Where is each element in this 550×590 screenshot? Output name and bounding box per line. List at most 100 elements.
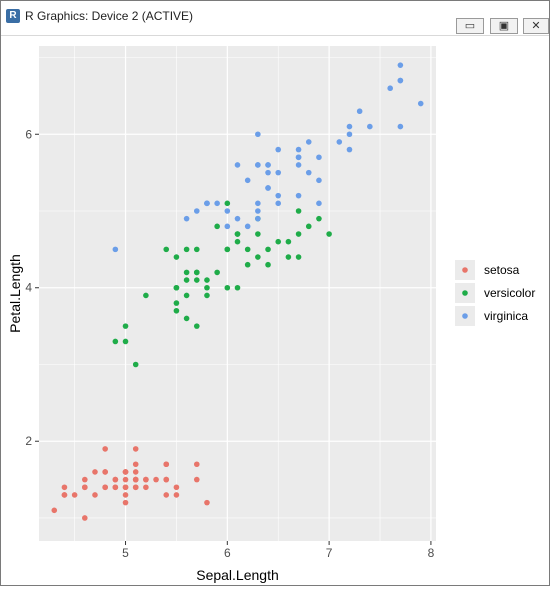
- point-versicolor: [265, 261, 271, 268]
- point-virginica: [224, 208, 231, 214]
- point-versicolor: [275, 238, 282, 245]
- point-versicolor: [193, 269, 200, 276]
- point-virginica: [193, 208, 200, 214]
- point-setosa: [143, 476, 149, 483]
- point-versicolor: [204, 284, 210, 291]
- point-virginica: [255, 215, 261, 222]
- point-setosa: [82, 476, 88, 483]
- grid-minor: [39, 46, 436, 541]
- x-tick-label: 5: [122, 546, 129, 560]
- title-bar[interactable]: R R Graphics: Device 2 (ACTIVE) ▭ ▣ ✕: [1, 1, 549, 36]
- point-versicolor: [183, 246, 190, 253]
- point-versicolor: [234, 238, 241, 245]
- point-setosa: [112, 484, 119, 491]
- point-virginica: [214, 200, 220, 207]
- point-versicolor: [193, 277, 200, 283]
- point-setosa: [102, 446, 108, 452]
- y-tick-label: 2: [25, 434, 32, 448]
- point-setosa: [193, 476, 200, 483]
- point-virginica: [316, 177, 322, 184]
- close-icon: ✕: [531, 20, 541, 32]
- point-virginica: [275, 146, 282, 153]
- point-versicolor: [234, 231, 241, 237]
- point-versicolor: [295, 208, 302, 214]
- point-versicolor: [132, 361, 139, 368]
- point-setosa: [122, 499, 129, 506]
- point-versicolor: [122, 323, 129, 329]
- point-virginica: [417, 100, 424, 107]
- point-virginica: [316, 154, 322, 161]
- point-versicolor: [122, 338, 129, 345]
- point-virginica: [346, 131, 353, 138]
- point-virginica: [204, 200, 210, 207]
- point-versicolor: [163, 246, 170, 253]
- point-setosa: [204, 499, 210, 506]
- point-virginica: [255, 200, 261, 207]
- point-setosa: [163, 476, 170, 483]
- point-setosa: [173, 484, 180, 491]
- point-versicolor: [193, 323, 200, 329]
- point-versicolor: [255, 254, 261, 260]
- point-virginica: [255, 131, 261, 138]
- point-virginica: [244, 177, 251, 184]
- point-virginica: [316, 200, 322, 207]
- plot-area: 5 6 7 8 2 4 6 Sepal.Length Petal.Length setosa…: [2, 36, 549, 585]
- point-versicolor: [295, 254, 302, 260]
- point-versicolor: [244, 246, 251, 253]
- point-setosa: [193, 461, 200, 468]
- point-versicolor: [224, 200, 231, 207]
- point-versicolor: [285, 254, 292, 260]
- point-setosa: [122, 476, 129, 483]
- point-versicolor: [326, 231, 332, 237]
- point-virginica: [305, 139, 312, 145]
- point-versicolor: [143, 292, 149, 299]
- point-versicolor: [193, 246, 200, 253]
- point-versicolor: [204, 292, 210, 299]
- point-setosa: [82, 515, 88, 521]
- point-versicolor: [224, 246, 231, 253]
- point-virginica: [275, 200, 282, 207]
- legend: setosa versicolor virginica: [454, 257, 540, 329]
- point-virginica: [387, 85, 393, 92]
- point-virginica: [305, 169, 312, 176]
- point-virginica: [224, 223, 231, 230]
- restore-icon: ▣: [498, 20, 510, 32]
- point-versicolor: [173, 307, 180, 314]
- x-tick-label: 6: [224, 546, 231, 560]
- point-setosa: [132, 469, 139, 475]
- point-setosa: [51, 507, 58, 514]
- point-versicolor: [224, 284, 231, 291]
- point-setosa: [153, 476, 159, 483]
- point-virginica: [244, 223, 251, 230]
- point-versicolor: [316, 215, 322, 222]
- point-versicolor: [255, 231, 261, 237]
- restore-button[interactable]: ▣: [490, 18, 518, 34]
- point-setosa: [132, 446, 139, 452]
- point-virginica: [112, 246, 119, 253]
- point-versicolor: [234, 284, 241, 291]
- point-virginica: [265, 169, 271, 176]
- point-versicolor: [173, 284, 180, 291]
- legend-key-virginica: [462, 313, 468, 319]
- point-setosa: [143, 484, 149, 491]
- point-setosa: [163, 492, 170, 498]
- minimize-button[interactable]: ▭: [456, 18, 484, 34]
- legend-label-virginica: virginica: [484, 309, 528, 323]
- point-virginica: [336, 139, 343, 145]
- point-versicolor: [183, 269, 190, 276]
- point-versicolor: [112, 338, 119, 345]
- point-virginica: [234, 162, 241, 168]
- point-virginica: [346, 123, 353, 130]
- point-setosa: [92, 469, 98, 475]
- point-versicolor: [204, 277, 210, 283]
- point-setosa: [61, 484, 68, 491]
- point-setosa: [132, 484, 139, 491]
- point-setosa: [102, 484, 108, 491]
- close-button[interactable]: ✕: [523, 18, 549, 34]
- point-setosa: [173, 492, 180, 498]
- axes: 5 6 7 8 2 4 6: [25, 127, 434, 560]
- y-tick-label: 4: [25, 281, 32, 295]
- legend-key-versicolor: [462, 290, 468, 296]
- point-virginica: [295, 146, 302, 153]
